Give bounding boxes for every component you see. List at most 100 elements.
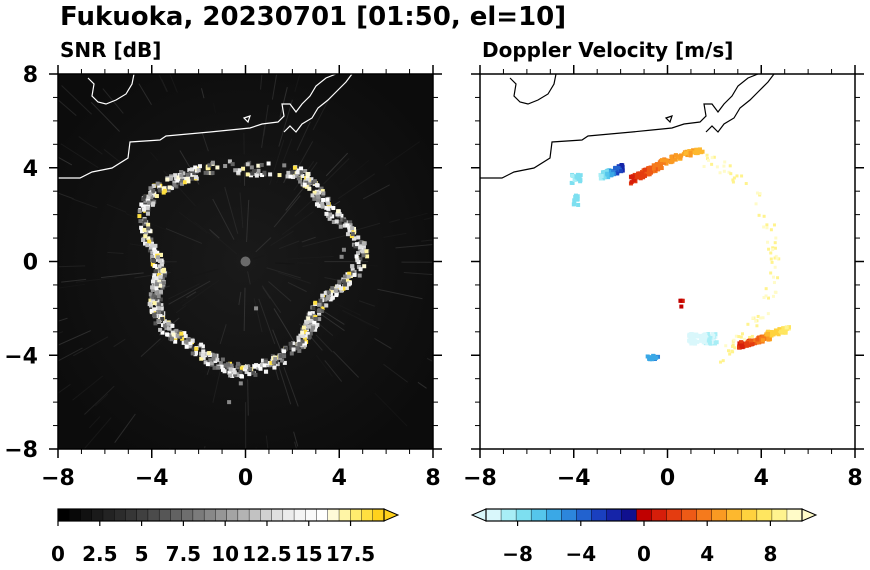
- snr-noise-streak: [383, 363, 409, 383]
- snr-echo-cell: [266, 361, 271, 366]
- snr-echo-cell: [177, 181, 182, 186]
- snr-echo-cell: [150, 279, 155, 284]
- snr-echo-cell: [227, 370, 232, 375]
- velocity-echo-cell: [731, 343, 735, 347]
- snr-echo-cell: [319, 309, 324, 314]
- velocity-echo-cell: [728, 352, 732, 356]
- snr-noise-streak: [150, 151, 159, 161]
- snr-echo-cell: [239, 374, 244, 379]
- velocity-echo-cell: [732, 176, 736, 180]
- snr-echo-cell: [182, 331, 187, 336]
- snr-noise-streak: [403, 272, 433, 276]
- snr-echo-cell: [218, 361, 223, 366]
- snr-echo-cell: [303, 330, 308, 335]
- snr-echo-cell: [294, 173, 299, 178]
- snr-echo-cell: [157, 302, 162, 307]
- snr-echo-cell: [194, 175, 199, 180]
- velocity-echo-cell: [779, 329, 784, 334]
- snr-noise-streak: [178, 211, 208, 234]
- colorbar-tick-label: 15: [295, 542, 323, 566]
- snr-echo-cell: [330, 295, 335, 300]
- snr-echo-cell: [179, 173, 184, 178]
- snr-echo-cell: [171, 332, 176, 337]
- snr-echo-cell: [304, 184, 309, 189]
- snr-echo-cell: [327, 216, 332, 221]
- colorbar-swatch: [282, 508, 295, 522]
- velocity-plot-area: [480, 74, 855, 449]
- snr-echo-cell: [156, 318, 161, 323]
- velocity-echo-cell: [723, 160, 727, 164]
- velocity-echo-cell: [773, 265, 777, 269]
- snr-noise-streak: [395, 243, 433, 249]
- snr-noise-streak: [296, 121, 311, 151]
- snr-echo-cell: [167, 185, 172, 190]
- velocity-echo-cell: [756, 314, 760, 318]
- snr-echo-cell: [152, 307, 157, 312]
- snr-echo-cell: [219, 364, 224, 369]
- colorbar-swatch: [756, 508, 773, 522]
- snr-echo-cell: [143, 241, 148, 246]
- snr-noise-streak: [106, 203, 127, 213]
- snr-echo-cell: [153, 280, 158, 285]
- velocity-echo-cell: [772, 223, 776, 227]
- velocity-echo-cell: [710, 156, 714, 160]
- colorbar-tick-label: 17.5: [326, 542, 375, 566]
- snr-echo-cell: [148, 292, 153, 297]
- velocity-echo-cell: [740, 345, 745, 350]
- snr-echo-cell: [309, 321, 314, 326]
- snr-echo-cell: [193, 165, 198, 170]
- snr-echo-cell: [157, 310, 162, 315]
- velocity-echo-cell: [669, 154, 674, 159]
- snr-noise-streak: [201, 132, 209, 152]
- snr-echo-cell: [187, 168, 192, 173]
- snr-echo-cell: [172, 183, 177, 188]
- snr-echo-cell: [149, 195, 154, 200]
- snr-echo-cell: [152, 275, 157, 280]
- velocity-echo-cell: [573, 194, 578, 199]
- velocity-echo-cell: [606, 175, 611, 180]
- snr-echo-cell: [295, 346, 300, 351]
- snr-echo-cell: [352, 272, 357, 277]
- snr-echo-cell: [302, 337, 307, 342]
- snr-echo-cell: [274, 359, 279, 364]
- snr-noise-streak: [0, 321, 21, 327]
- snr-echo-cell: [320, 306, 325, 311]
- snr-noise-streak: [61, 278, 87, 283]
- snr-echo-cell: [298, 179, 303, 184]
- snr-axes: −8 8 −4 4 0 0 4 −4 8 −8: [4, 63, 442, 491]
- snr-echo-cell: [151, 183, 156, 188]
- snr-noise-streak: [203, 337, 219, 378]
- snr-echo-cell: [146, 197, 151, 202]
- snr-echo-cell: [157, 264, 162, 269]
- velocity-echo-cell: [773, 246, 777, 250]
- colorbar-swatch: [147, 508, 160, 522]
- snr-echo-cell: [157, 187, 162, 192]
- snr-noise-streak: [423, 216, 433, 221]
- snr-echo-cell: [358, 245, 363, 250]
- snr-echo-cell: [338, 224, 343, 229]
- velocity-echo-cell: [766, 337, 771, 342]
- velocity-echo-cell: [661, 160, 666, 165]
- snr-echo-cell: [215, 357, 220, 362]
- snr-echo-cell: [350, 267, 355, 272]
- velocity-echo-cell: [695, 333, 700, 338]
- colorbar-swatch: [192, 508, 205, 522]
- snr-panel: −8 8 −4 4 0 0 4 −4 8 −8: [0, 63, 442, 491]
- velocity-echo-cell: [615, 171, 620, 176]
- velocity-echo-cell: [670, 159, 675, 164]
- snr-echo-cell: [150, 285, 155, 290]
- snr-echo-cell: [168, 333, 173, 338]
- colorbar-swatch: [125, 508, 138, 522]
- colorbar-swatch: [636, 508, 653, 522]
- snr-ytick-label: −4: [4, 344, 38, 369]
- snr-echo-cell: [325, 197, 330, 202]
- velocity-echo-cell: [774, 236, 778, 240]
- velocity-echo-cell: [654, 355, 659, 360]
- snr-echo-cell: [340, 217, 345, 222]
- snr-noise-streak: [168, 280, 211, 305]
- snr-noise-streak: [165, 228, 203, 244]
- velocity-echo-cell: [737, 335, 741, 339]
- snr-echo-cell: [146, 226, 151, 231]
- snr-echo-cell: [285, 174, 290, 179]
- snr-echo-cell: [320, 201, 325, 206]
